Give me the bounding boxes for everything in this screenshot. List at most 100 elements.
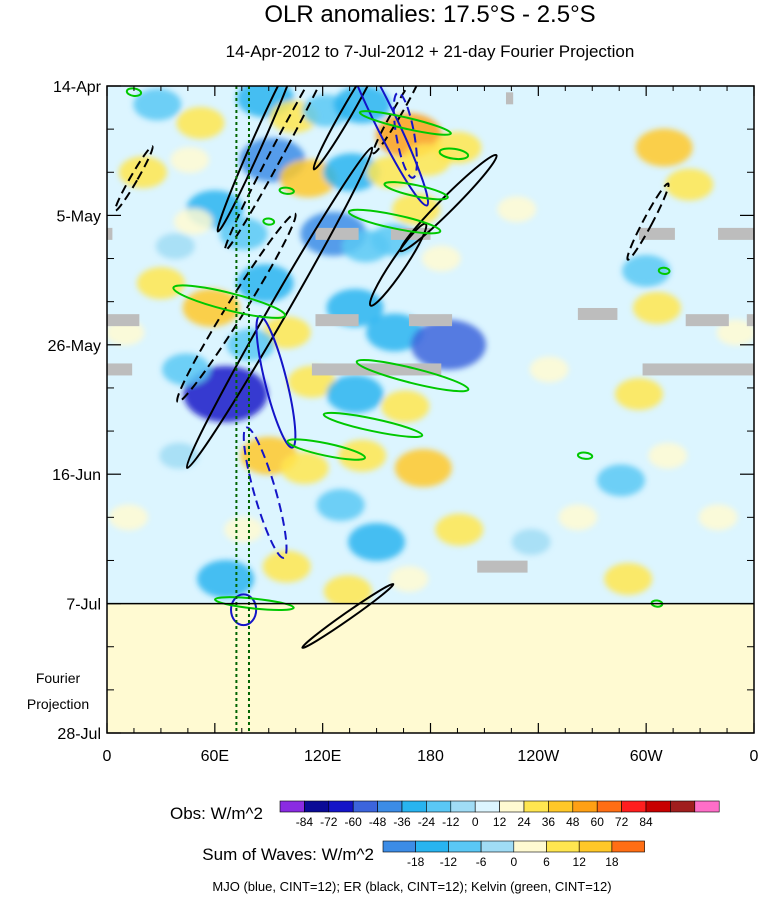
anomaly-blob-42 bbox=[262, 550, 311, 583]
obs-colorbar-swatch-15 bbox=[645, 800, 671, 813]
waves-colorbar-swatch-7 bbox=[611, 840, 645, 853]
mjo-contour-12 bbox=[392, 91, 418, 179]
anomaly-blob-5 bbox=[333, 86, 391, 124]
er-contour-1 bbox=[224, 86, 343, 252]
anomaly-blob-63 bbox=[173, 208, 213, 235]
missing-segment-14 bbox=[477, 560, 528, 573]
x-tick-label-4: 120W bbox=[517, 748, 560, 765]
anomaly-blob-64 bbox=[155, 233, 195, 260]
y-tick-label-0: 14-Apr bbox=[53, 79, 102, 96]
obs-colorbar-swatch-4 bbox=[377, 800, 403, 813]
anomaly-blob-10 bbox=[170, 146, 210, 173]
er-contour-0 bbox=[216, 86, 300, 233]
kelvin-contour-22 bbox=[322, 411, 424, 438]
waves-colorbar-swatch-1 bbox=[415, 840, 449, 853]
obs-colorbar-swatch-17 bbox=[694, 800, 720, 813]
waves-colorbar-swatch-2 bbox=[448, 840, 482, 853]
kelvin-contour-20 bbox=[172, 284, 287, 319]
obs-colorbar-level-13: 72 bbox=[615, 815, 629, 829]
y-tick-label-1: 5-May bbox=[57, 208, 101, 225]
x-tick-label-3: 180 bbox=[417, 748, 444, 765]
er-contour-8 bbox=[176, 212, 297, 404]
anomaly-blob-21 bbox=[136, 267, 185, 300]
anomaly-blob-61 bbox=[698, 504, 738, 531]
x-axis: 0 60E 120E 180 120W 60W 0 bbox=[103, 86, 759, 765]
anomaly-blob-54 bbox=[497, 196, 537, 223]
x-tick-label-0: 0 bbox=[103, 748, 112, 765]
obs-colorbar-level-7: 0 bbox=[472, 815, 479, 829]
obs-colorbar-level-1: -72 bbox=[320, 815, 338, 829]
waves-colorbar-level-6: 18 bbox=[605, 855, 619, 869]
anomaly-blob-43 bbox=[323, 575, 372, 608]
obs-colorbar-swatch-6 bbox=[426, 800, 452, 813]
anomaly-blob-38 bbox=[316, 489, 365, 522]
obs-colorbar-swatch-10 bbox=[523, 800, 549, 813]
anomaly-blob-23 bbox=[236, 264, 294, 303]
anomaly-blob-55 bbox=[529, 356, 569, 383]
kelvin-contour-24 bbox=[214, 596, 295, 612]
waves-colorbar: -18 -12 -6 0 6 12 18 bbox=[382, 840, 645, 869]
obs-colorbar: -84 -72 -60 -48 -36 -24 -12 0 12 24 36 48 60 72 84 bbox=[279, 800, 720, 829]
er-contour-10 bbox=[301, 582, 395, 649]
mjo-contour-14 bbox=[242, 426, 288, 559]
obs-colorbar-swatch-8 bbox=[474, 800, 500, 813]
obs-colorbar-swatch-5 bbox=[401, 800, 427, 813]
waves-colorbar-level-3: 0 bbox=[510, 855, 517, 869]
obs-colorbar-swatch-16 bbox=[670, 800, 696, 813]
obs-colorbar-level-10: 36 bbox=[542, 815, 556, 829]
missing-segment-5 bbox=[107, 314, 140, 327]
y-axis: 14-Apr 5-May 26-May 16-Jun 7-Jul 28-Jul bbox=[48, 79, 754, 743]
anomaly-blob-36 bbox=[394, 449, 452, 488]
anomaly-blob-20 bbox=[421, 245, 461, 272]
kelvin-contour-27 bbox=[278, 186, 295, 195]
waves-colorbar-level-5: 12 bbox=[573, 855, 587, 869]
kelvin-contour-25 bbox=[125, 87, 143, 97]
obs-colorbar-swatch-3 bbox=[352, 800, 378, 813]
missing-data-segments bbox=[107, 92, 754, 573]
obs-colorbar-level-6: -12 bbox=[442, 815, 460, 829]
kelvin-contour-29 bbox=[576, 451, 594, 460]
missing-segment-8 bbox=[577, 307, 618, 320]
waves-colorbar-swatch-5 bbox=[546, 840, 580, 853]
obs-colorbar-level-14: 84 bbox=[639, 815, 653, 829]
anomaly-blob-9 bbox=[118, 156, 167, 189]
y-tick-label-5: 28-Jul bbox=[57, 726, 101, 743]
missing-segment-7 bbox=[408, 314, 453, 327]
anomaly-blob-31 bbox=[326, 375, 384, 414]
obs-colorbar-level-3: -48 bbox=[369, 815, 387, 829]
obs-colorbar-level-4: -36 bbox=[393, 815, 411, 829]
x-tick-label-1: 60E bbox=[201, 748, 229, 765]
missing-segment-1 bbox=[315, 227, 359, 240]
anomaly-blob-41 bbox=[197, 559, 255, 598]
kelvin-contour-17 bbox=[438, 147, 470, 161]
obs-colorbar-label: Obs: W/m^2 bbox=[170, 804, 263, 823]
waves-colorbar-level-0: -18 bbox=[407, 855, 425, 869]
obs-colorbar-swatch-13 bbox=[596, 800, 622, 813]
missing-segment-11 bbox=[107, 363, 133, 376]
waves-colorbar-level-4: 6 bbox=[543, 855, 550, 869]
obs-colorbar-level-5: -24 bbox=[418, 815, 436, 829]
er-contour-3 bbox=[312, 86, 384, 171]
projection-label-line1: Fourier bbox=[36, 670, 81, 686]
anomaly-blob-39 bbox=[348, 522, 406, 561]
missing-segment-15 bbox=[505, 92, 514, 105]
obs-colorbar-level-11: 48 bbox=[566, 815, 580, 829]
obs-colorbar-level-0: -84 bbox=[296, 815, 314, 829]
kelvin-contour-19 bbox=[347, 208, 442, 235]
missing-segment-4 bbox=[718, 227, 754, 240]
projection-label-line2: Projection bbox=[27, 696, 89, 712]
obs-colorbar-swatch-9 bbox=[499, 800, 525, 813]
waves-colorbar-label: Sum of Waves: W/m^2 bbox=[202, 845, 374, 864]
chart-title: OLR anomalies: 17.5°S - 2.5°S bbox=[264, 1, 595, 28]
kelvin-contour-26 bbox=[262, 217, 276, 226]
anomaly-blob-22 bbox=[182, 288, 240, 327]
anomaly-blob-8 bbox=[433, 131, 482, 164]
mjo-contour-15 bbox=[230, 593, 258, 627]
anomaly-blob-52 bbox=[558, 504, 598, 531]
er-contour-9 bbox=[626, 182, 670, 261]
kelvin-contour-18 bbox=[383, 181, 449, 201]
y-tick-label-3: 16-Jun bbox=[52, 467, 101, 484]
anomaly-blob-46 bbox=[665, 168, 714, 201]
waves-colorbar-swatch-0 bbox=[382, 840, 417, 853]
anomaly-blob-37 bbox=[224, 516, 264, 543]
